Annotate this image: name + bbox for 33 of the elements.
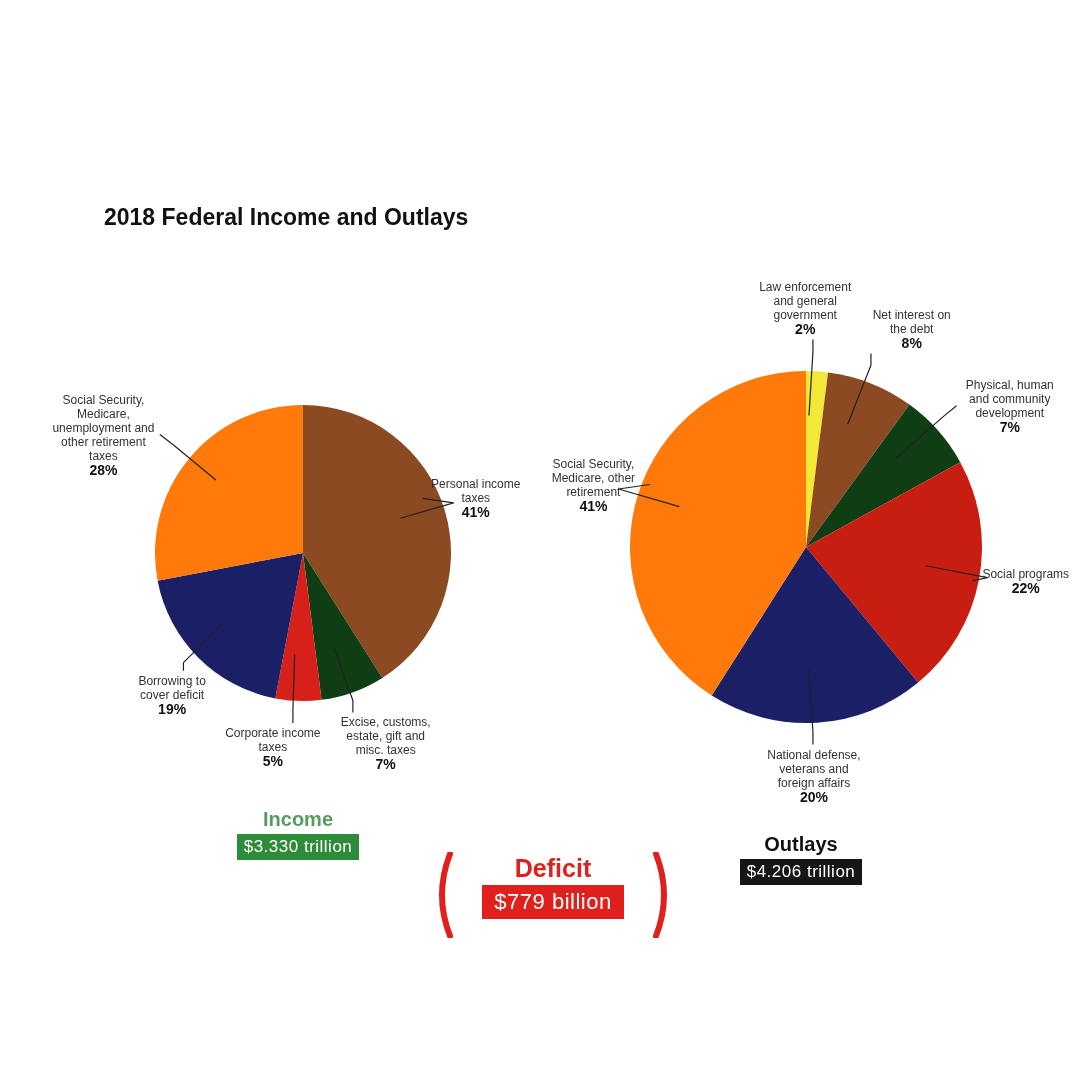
- data-label: 2%: [795, 321, 816, 338]
- slice-label: Social programs: [982, 566, 1070, 581]
- slice-label: Net interest on the debt: [872, 308, 951, 337]
- data-label: 28%: [89, 461, 119, 478]
- data-label: 41%: [579, 497, 608, 514]
- slice-label: Borrowing to cover deficit: [138, 673, 207, 702]
- text: 2018 Federal Income and Outlays: [104, 204, 469, 231]
- text: Outlays: [763, 833, 839, 856]
- pie-slice: [155, 405, 303, 581]
- text: $779 billion: [482, 885, 624, 919]
- pie-slice: [275, 553, 322, 701]
- pie-slice: [303, 553, 383, 700]
- text: Deficit: [513, 854, 593, 883]
- slice-label: National defense, veterans and foreign affairs: [767, 747, 861, 790]
- data-label: 7%: [375, 756, 397, 773]
- pie-slice: [806, 372, 910, 547]
- text: $4.206 trillion: [739, 859, 863, 885]
- data-label: 41%: [461, 504, 491, 521]
- data-label: 5%: [262, 752, 284, 769]
- slice-label: Physical, human and community development: [965, 377, 1054, 420]
- slice-label: Social Security, Medicare, unemployment and other retirement taxes: [52, 392, 155, 463]
- slice-label: Law enforcement and general government: [759, 280, 852, 323]
- text: $3.330 trillion: [236, 834, 360, 860]
- text: Income: [262, 808, 334, 831]
- slice-label: Personal income taxes: [431, 477, 521, 506]
- pie-slice: [806, 462, 982, 683]
- slice-label: Corporate income taxes: [225, 725, 321, 754]
- pie-slice: [806, 404, 961, 547]
- slice-label: Social Security, Medicare, other retirement: [551, 456, 636, 499]
- slice-label: Excise, customs, estate, gift and misc. taxes: [340, 715, 431, 758]
- data-label: 19%: [158, 700, 187, 717]
- data-label: 8%: [901, 335, 923, 352]
- pie-slice: [711, 547, 919, 723]
